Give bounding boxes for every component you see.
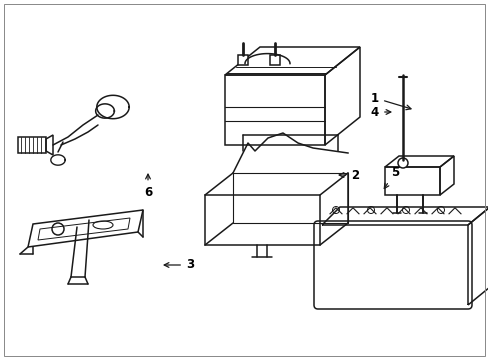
- Text: 2: 2: [339, 168, 358, 181]
- Polygon shape: [269, 55, 280, 65]
- Circle shape: [397, 158, 407, 168]
- Text: 3: 3: [164, 258, 194, 271]
- Polygon shape: [238, 55, 247, 65]
- Text: 6: 6: [143, 174, 152, 198]
- Text: 5: 5: [384, 166, 398, 189]
- Text: 4: 4: [370, 105, 390, 118]
- Text: 1: 1: [370, 91, 410, 110]
